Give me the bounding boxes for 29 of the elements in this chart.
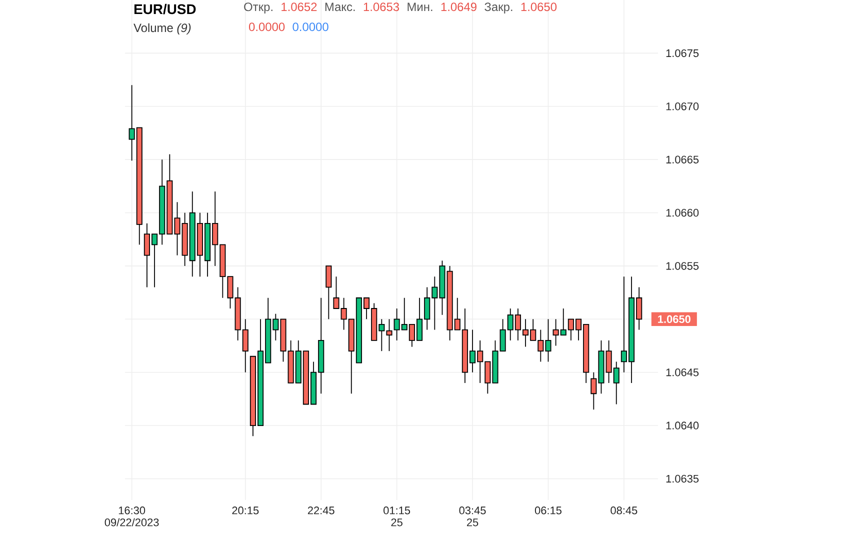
- annotation: 0.0000: [292, 22, 328, 32]
- annotation: Мин.: [408, 2, 432, 11]
- y-tick-label: 1.0640: [666, 422, 699, 430]
- annotation: Макс.: [325, 2, 355, 12]
- y-tick-label: 1.0655: [666, 262, 699, 270]
- y-tick-label: 1.0675: [666, 49, 699, 58]
- annotation: 0.0000: [248, 22, 285, 32]
- y-tick-label: 1.0635: [666, 474, 699, 483]
- y-tick-label: 1.0670: [666, 102, 699, 110]
- x-tick-label: 03:45 25: [459, 506, 486, 526]
- annotation: Volume (9): [134, 23, 191, 34]
- y-tick-label: 1.0660: [666, 208, 699, 217]
- candlestick: [326, 266, 332, 320]
- x-tick-label: 01:15 25: [384, 506, 410, 526]
- x-tick-label: 08:45: [610, 506, 638, 514]
- chart-title: EUR/USD: [134, 4, 196, 14]
- x-tick-label: 22:45: [308, 506, 334, 514]
- y-tick-label: 1.0645: [666, 368, 699, 376]
- text: 1.0650: [658, 315, 690, 324]
- annotation: Откр.: [244, 2, 272, 14]
- annotation: 1.0653: [364, 2, 400, 12]
- x-tick-label: 20:15: [232, 506, 259, 514]
- y-tick-label: 1.0665: [666, 156, 699, 164]
- annotation: 1.0650: [521, 2, 557, 12]
- x-tick-label: 16:30 09/22/2023: [104, 506, 159, 526]
- x-tick-label: 06:15: [534, 506, 562, 514]
- annotation: 1.0652: [282, 2, 317, 12]
- annotation: Закр.: [484, 2, 512, 14]
- annotation: 1.0649: [441, 2, 476, 12]
